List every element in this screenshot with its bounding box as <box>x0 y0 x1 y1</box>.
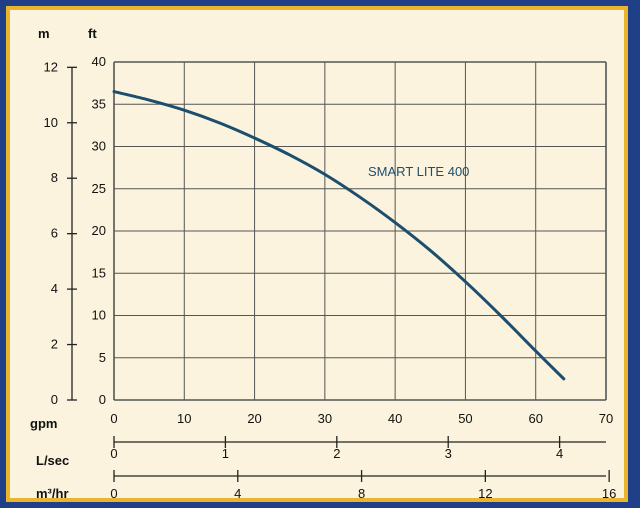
m3hr-axis-label: m³/hr <box>36 486 69 498</box>
m-axis-label: m <box>38 26 50 41</box>
ft-tick-label: 15 <box>92 265 106 280</box>
m-tick-label: 8 <box>51 170 58 185</box>
m3hr-tick-label: 4 <box>234 486 241 498</box>
grid <box>113 61 607 401</box>
gpm-tick-label: 30 <box>318 411 332 426</box>
gpm-tick-label: 0 <box>110 411 117 426</box>
gpm-tick-label: 40 <box>388 411 402 426</box>
m3hr-tick-label: 8 <box>358 486 365 498</box>
ft-axis-label: ft <box>88 26 97 41</box>
curve-layer <box>112 90 566 381</box>
lsec-tick-label: 0 <box>110 446 117 461</box>
m-tick-label: 0 <box>51 392 58 407</box>
lsec-tick-label: 3 <box>445 446 452 461</box>
m-tick-label: 12 <box>44 59 58 74</box>
ft-tick-label: 40 <box>92 54 106 69</box>
m3hr-tick-label: 12 <box>478 486 492 498</box>
series-label: SMART LITE 400 <box>368 164 469 179</box>
chart-panel: 0 5 10 15 20 25 30 35 40 0 2 4 6 8 10 12 0 10 20 30 40 50 60 70… <box>6 6 628 502</box>
gpm-tick-label: 50 <box>458 411 472 426</box>
ft-tick-label: 20 <box>92 223 106 238</box>
m3hr-tick-label: 16 <box>602 486 616 498</box>
lsec-tick-label: 2 <box>333 446 340 461</box>
gpm-axis-label: gpm <box>30 416 57 431</box>
series-line-smart-lite-400 <box>112 90 566 381</box>
ft-tick-label: 10 <box>92 308 106 323</box>
m3hr-tick-label: 0 <box>110 486 117 498</box>
m-tick-label: 4 <box>51 281 58 296</box>
m-tick-label: 2 <box>51 337 58 352</box>
lsec-tick-label: 1 <box>222 446 229 461</box>
m-tick-label: 6 <box>51 226 58 241</box>
m-tick-label: 10 <box>44 115 58 130</box>
gpm-tick-label: 10 <box>177 411 191 426</box>
lsec-axis-label: L/sec <box>36 453 69 468</box>
ft-tick-label: 35 <box>92 96 106 111</box>
ft-tick-label: 5 <box>99 350 106 365</box>
ft-tick-label: 30 <box>92 139 106 154</box>
ft-tick-label: 0 <box>99 392 106 407</box>
gpm-tick-label: 70 <box>599 411 613 426</box>
gpm-tick-label: 60 <box>528 411 542 426</box>
ft-tick-label: 25 <box>92 181 106 196</box>
gpm-tick-label: 20 <box>247 411 261 426</box>
lsec-tick-label: 4 <box>556 446 563 461</box>
